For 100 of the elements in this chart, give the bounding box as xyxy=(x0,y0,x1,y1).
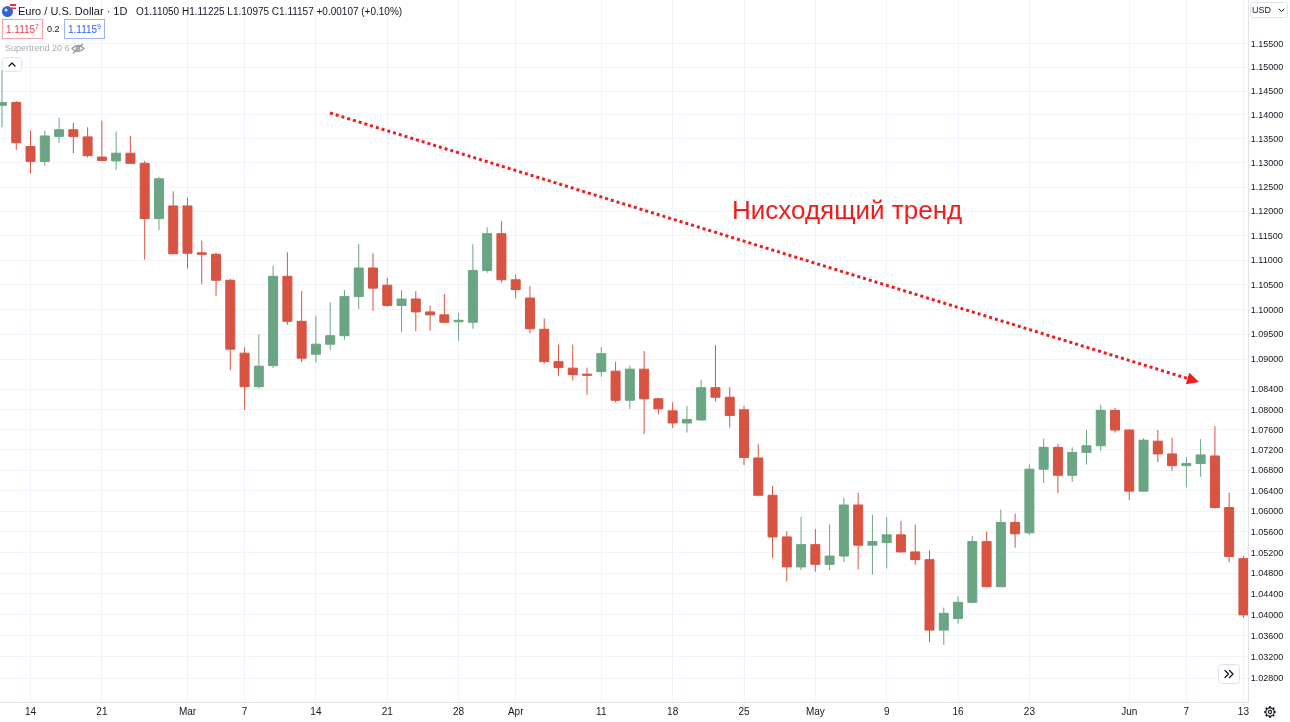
candlestick xyxy=(1110,407,1120,434)
x-tick-label: 13 xyxy=(1237,706,1250,717)
candlestick xyxy=(410,290,421,332)
candlestick xyxy=(1052,443,1063,494)
candlestick xyxy=(753,443,764,497)
x-tick-label: Apr xyxy=(507,706,525,717)
x-tick-label: 18 xyxy=(667,706,679,717)
y-tick-label: 1.08400 xyxy=(1250,384,1284,395)
candlestick xyxy=(1138,437,1149,493)
candlestick xyxy=(153,176,164,231)
y-tick-label: 1.13000 xyxy=(1250,158,1284,169)
candlestick xyxy=(310,315,321,364)
y-tick-label: 1.05200 xyxy=(1250,547,1284,558)
y-tick-label: 1.04800 xyxy=(1250,568,1284,579)
candlestick xyxy=(1181,456,1192,489)
candlestick xyxy=(724,386,735,429)
y-tick-label: 1.10500 xyxy=(1250,279,1284,290)
candlestick xyxy=(710,344,721,402)
candlestick xyxy=(667,401,678,429)
x-tick-label: Mar xyxy=(178,706,197,717)
candlestick xyxy=(482,226,493,274)
candlestick xyxy=(439,293,450,324)
y-tick-label: 1.03600 xyxy=(1250,631,1284,642)
candlestick xyxy=(82,126,93,159)
x-tick-label: 25 xyxy=(738,706,751,717)
candlestick xyxy=(938,607,949,646)
candlestick xyxy=(981,531,992,588)
candlestick xyxy=(510,273,521,300)
y-tick-label: 1.15000 xyxy=(1250,62,1284,73)
candlestick xyxy=(1224,492,1235,563)
annotation: Нисходящий тренд xyxy=(732,195,963,225)
candlestick xyxy=(453,312,464,342)
candlestick xyxy=(1095,404,1106,452)
annotation: 1.1115$^{7}$ xyxy=(6,23,40,36)
candlestick xyxy=(1238,555,1248,619)
text: USD xyxy=(1252,5,1272,15)
candlestick xyxy=(425,304,436,332)
candlestick xyxy=(467,243,478,330)
candlestick xyxy=(838,497,849,563)
candlestick xyxy=(781,530,792,582)
y-tick-label: 1.02800 xyxy=(1250,673,1284,684)
y-tick-label: 1.04400 xyxy=(1250,589,1284,600)
candlestick xyxy=(39,130,50,167)
candlestick xyxy=(924,549,935,643)
chart-title: Euro / U.S. Dollar · 1D xyxy=(18,4,128,17)
candlestick xyxy=(596,346,607,378)
y-tick-label: 1.09000 xyxy=(1250,354,1284,365)
candlestick xyxy=(1038,438,1049,484)
candlestick xyxy=(339,289,350,341)
candlestick xyxy=(1024,464,1035,536)
candlestick xyxy=(582,367,593,396)
candlestick xyxy=(211,252,222,297)
candlestick xyxy=(268,265,279,369)
candlestick xyxy=(1010,513,1021,549)
candlestick xyxy=(1195,438,1206,478)
candlestick xyxy=(553,344,564,377)
candlestick xyxy=(639,350,650,435)
candlestick xyxy=(1067,446,1078,483)
y-tick-label: 1.15500 xyxy=(1250,38,1284,49)
y-tick-label: 1.06000 xyxy=(1250,506,1284,517)
candlestick xyxy=(881,516,892,569)
candlestick xyxy=(810,528,821,573)
candlestick xyxy=(1152,429,1163,463)
y-tick-label: 1.06800 xyxy=(1250,465,1284,476)
y-tick-label: 1.09500 xyxy=(1250,329,1284,340)
candlestick xyxy=(239,346,250,411)
candlestick xyxy=(139,160,150,261)
candlestick xyxy=(253,333,264,390)
candlestick xyxy=(96,120,107,162)
candlestick xyxy=(1081,429,1092,466)
candlestick xyxy=(368,252,378,312)
annotation: 1.1115$^{9}$ xyxy=(68,23,102,36)
candlestick xyxy=(168,190,179,255)
x-tick-label: 7 xyxy=(241,706,248,717)
candlestick xyxy=(796,516,807,571)
candlestick xyxy=(653,397,664,415)
y-tick-label: 1.13500 xyxy=(1250,133,1284,144)
candlestick xyxy=(225,278,236,371)
candlestick xyxy=(125,135,136,165)
candlestick xyxy=(867,514,878,576)
candlestick xyxy=(967,535,978,604)
candlestick xyxy=(382,277,393,308)
x-tick-label: 23 xyxy=(1023,706,1036,717)
candlestick xyxy=(496,220,507,283)
candlestick xyxy=(196,240,207,285)
annotation: O1.11050 H1.11225 L1.10975 C1.11157 +0.00107 (+0.10%) xyxy=(136,6,403,17)
x-tick-label: 14 xyxy=(310,706,322,717)
x-tick-label: 7 xyxy=(1183,706,1190,717)
candlestick xyxy=(995,509,1006,588)
x-tick-label: 21 xyxy=(96,706,108,717)
x-tick-label: 21 xyxy=(381,706,394,717)
x-tick-label: May xyxy=(805,706,825,717)
candlestick xyxy=(325,301,336,351)
y-tick-label: 1.10000 xyxy=(1250,304,1284,315)
candlestick xyxy=(1124,429,1135,501)
candlestick xyxy=(1167,437,1178,472)
y-tick-label: 1.07200 xyxy=(1250,444,1284,455)
candlestick xyxy=(824,524,835,571)
y-tick-label: 1.11000 xyxy=(1250,255,1283,266)
x-tick-label: 16 xyxy=(952,706,965,717)
